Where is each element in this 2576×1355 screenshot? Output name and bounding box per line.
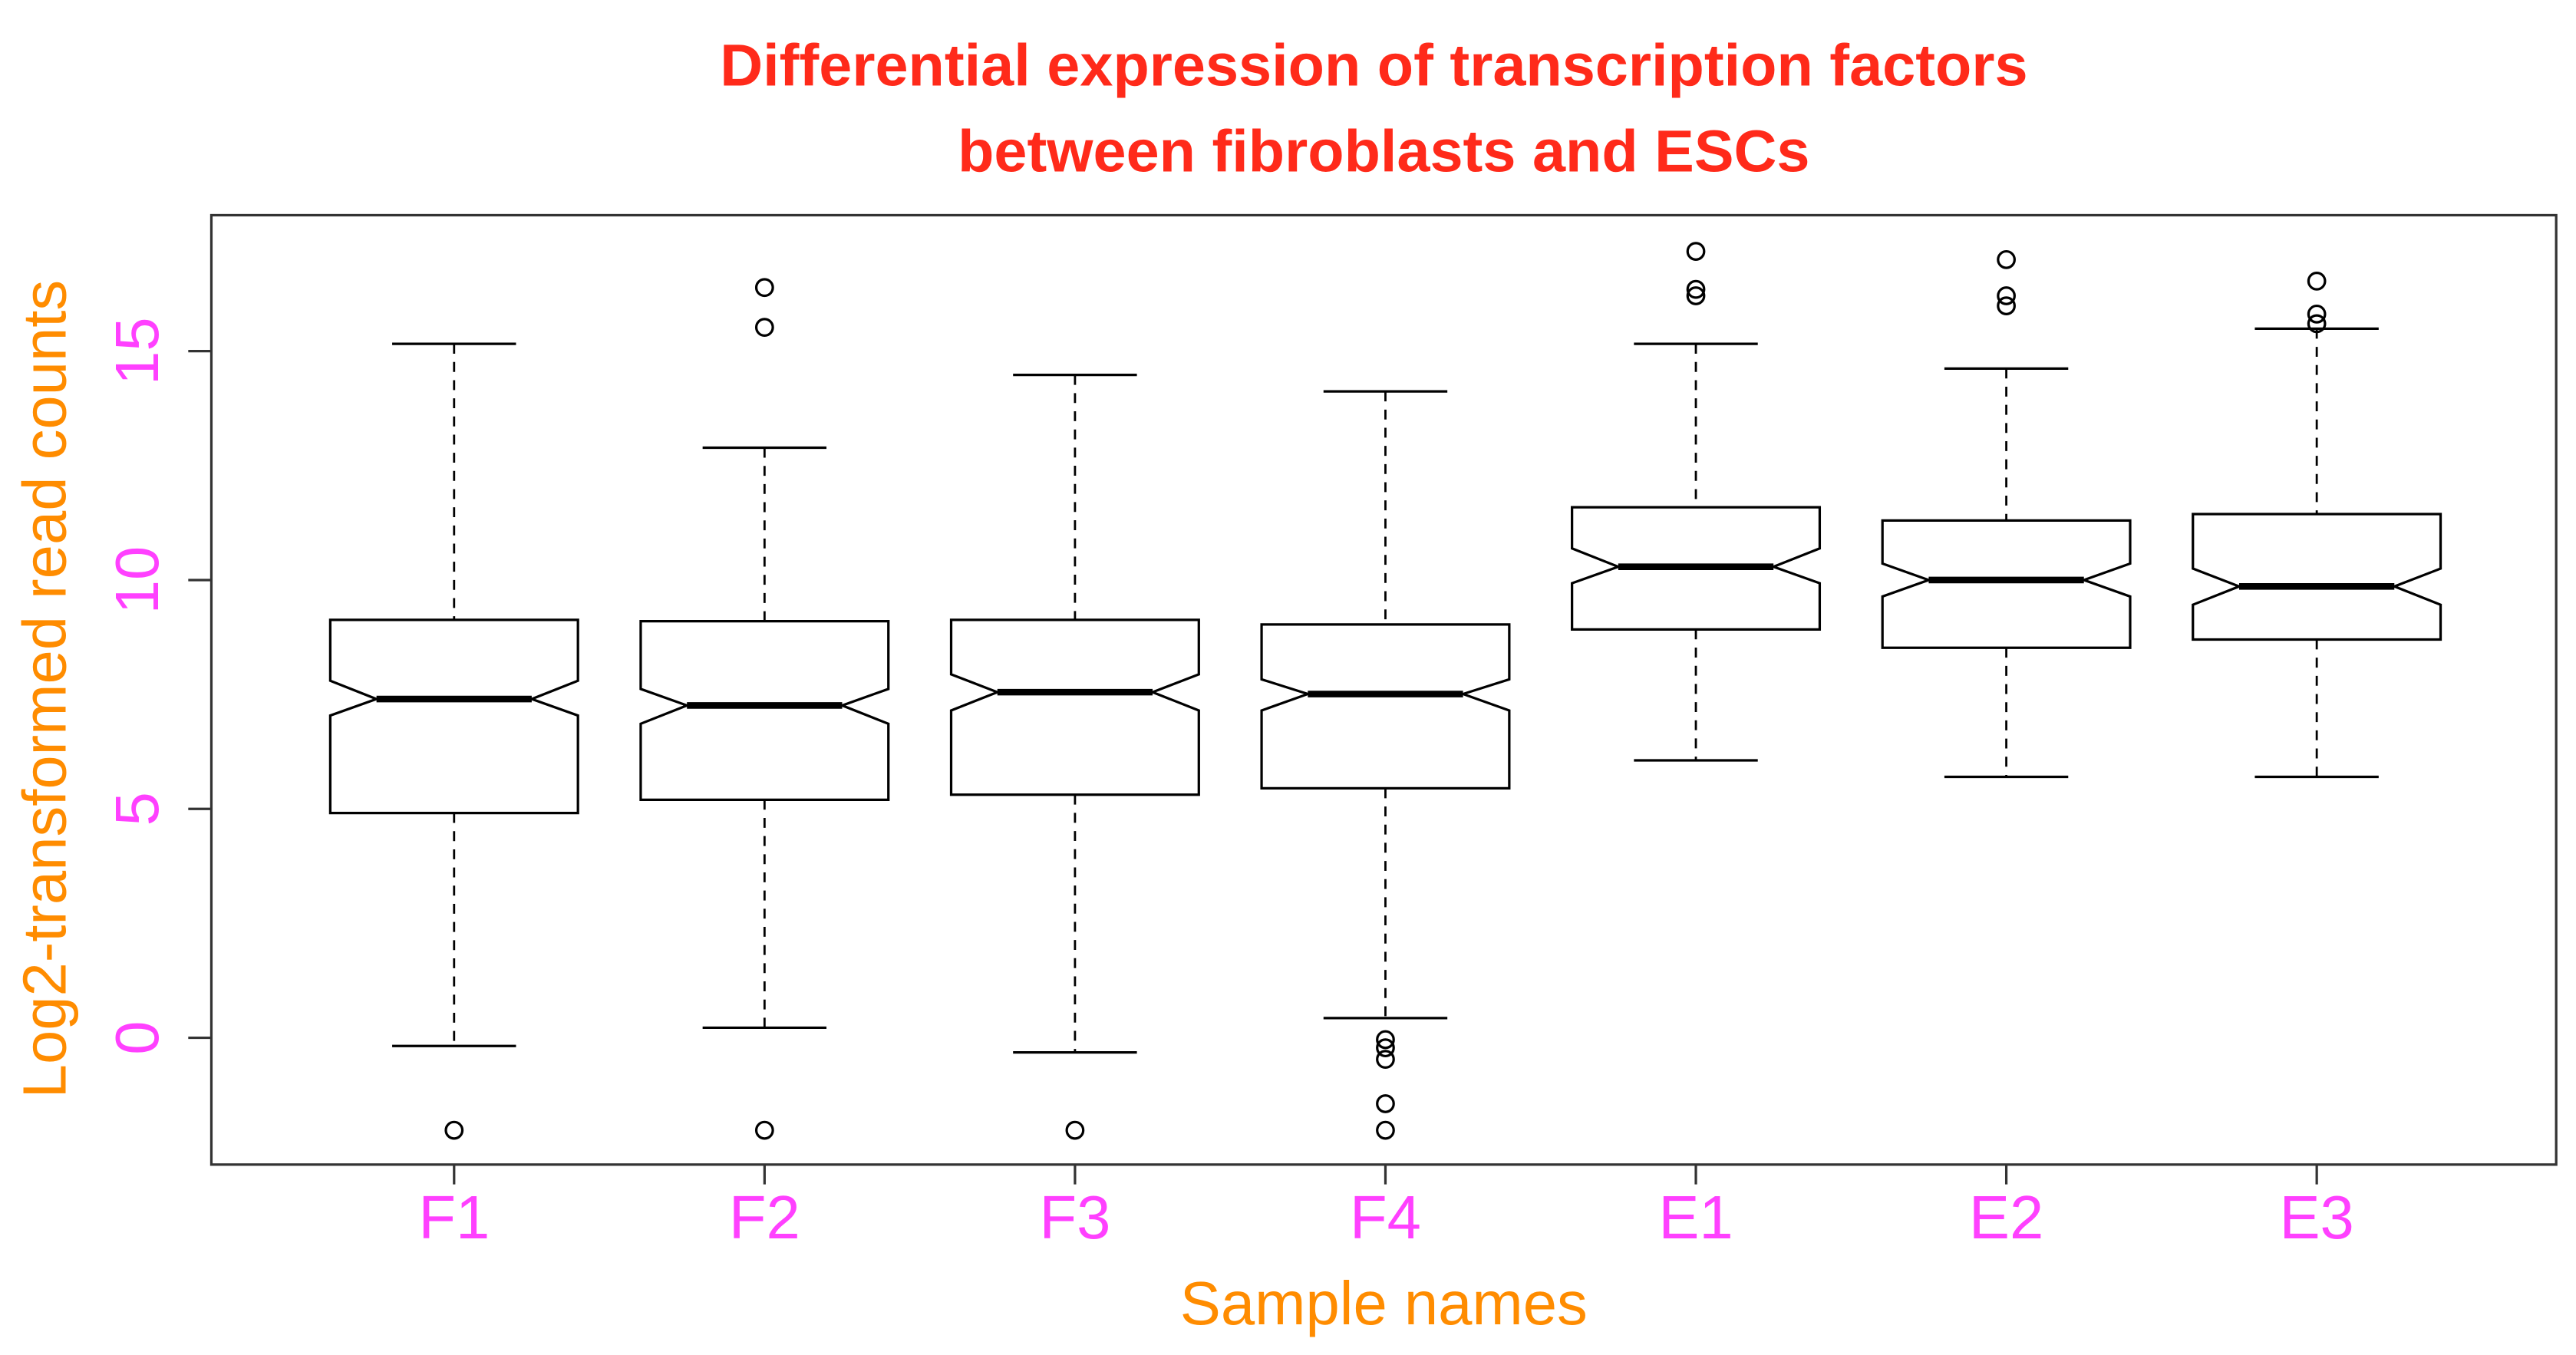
outlier bbox=[444, 1120, 464, 1140]
y-tick-label: 5 bbox=[103, 792, 171, 826]
x-tick-label: E1 bbox=[1658, 1183, 1733, 1251]
outlier bbox=[1997, 286, 2016, 305]
x-tick-label: F2 bbox=[729, 1183, 800, 1251]
outlier bbox=[1686, 279, 1706, 299]
box bbox=[328, 618, 579, 815]
outlier bbox=[1376, 1030, 1395, 1050]
outlier bbox=[2307, 314, 2327, 334]
outlier bbox=[1686, 242, 1706, 261]
y-tick-label: 0 bbox=[103, 1020, 171, 1054]
box bbox=[2192, 513, 2442, 641]
x-axis-label: Sample names bbox=[1180, 1269, 1588, 1337]
x-tick-label: E3 bbox=[2279, 1183, 2353, 1251]
outlier bbox=[1376, 1050, 1395, 1069]
outlier bbox=[1376, 1038, 1395, 1058]
chart-title: between fibroblasts and ESCs bbox=[958, 118, 1809, 184]
box bbox=[949, 618, 1200, 796]
x-tick-label: E2 bbox=[1969, 1183, 2043, 1251]
y-tick-label: 10 bbox=[103, 546, 171, 615]
outlier bbox=[1997, 296, 2016, 315]
outlier bbox=[1686, 286, 1706, 305]
outlier bbox=[2307, 304, 2327, 324]
x-tick-label: F3 bbox=[1039, 1183, 1110, 1251]
y-axis-label: Log2-transformed read counts bbox=[11, 280, 79, 1099]
box bbox=[639, 620, 890, 801]
outlier bbox=[1065, 1120, 1085, 1140]
outlier bbox=[754, 1120, 774, 1140]
outlier bbox=[1376, 1094, 1395, 1113]
x-tick-label: F4 bbox=[1350, 1183, 1421, 1251]
plot-frame bbox=[209, 213, 2558, 1166]
outlier bbox=[754, 318, 774, 338]
box bbox=[1260, 623, 1511, 790]
outlier bbox=[1376, 1120, 1395, 1140]
x-tick-label: F1 bbox=[418, 1183, 490, 1251]
box bbox=[1881, 519, 2132, 649]
outlier bbox=[754, 278, 774, 298]
y-tick-label: 15 bbox=[103, 317, 171, 385]
chart-title: Differential expression of transcription… bbox=[720, 33, 2027, 99]
outlier bbox=[1997, 249, 2016, 269]
outlier bbox=[2307, 271, 2327, 291]
